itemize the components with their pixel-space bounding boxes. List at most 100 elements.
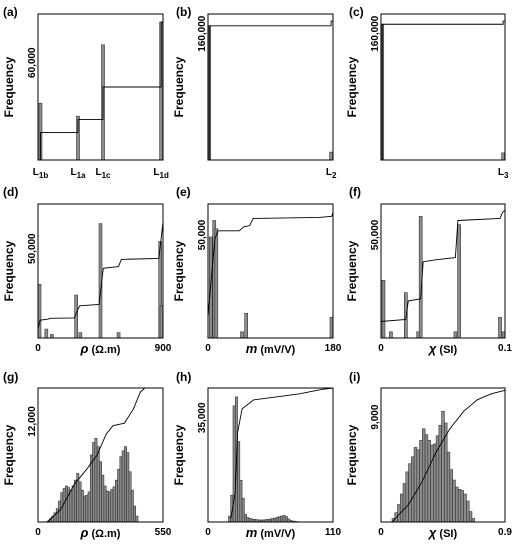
- x-axis-label: χ (SI): [427, 525, 458, 540]
- bar: [89, 454, 93, 523]
- panel-label: (i): [349, 370, 360, 384]
- x-tick-label: L1c: [95, 167, 111, 180]
- bar: [381, 279, 386, 339]
- x-tick-label-main: L: [95, 167, 101, 178]
- y-tick-label: 160,000: [370, 15, 381, 52]
- x-axis-symbol: ρ: [80, 525, 89, 540]
- bar: [452, 479, 456, 523]
- x-tick-label: 180: [325, 343, 342, 354]
- bar: [430, 444, 434, 523]
- bar: [69, 489, 73, 523]
- y-tick-label: 60,000: [27, 47, 38, 78]
- y-tick-label: 50,000: [197, 219, 208, 250]
- x-axis-label: ρ (Ω.m): [80, 341, 121, 356]
- x-tick-label: L1a: [70, 167, 86, 180]
- x-tick-label: 0.9: [498, 527, 512, 538]
- panel-label: (b): [176, 5, 191, 19]
- bar: [128, 471, 132, 523]
- bar: [273, 517, 277, 523]
- panel-e: (e) Frequency 50,000 0 180 m (mV/V): [172, 185, 342, 356]
- bar: [101, 474, 105, 523]
- bar: [501, 152, 505, 161]
- bar: [92, 442, 96, 523]
- x-axis-unit: (Ω.m): [88, 344, 120, 356]
- bar: [55, 508, 59, 523]
- cumulative-curve: [391, 389, 506, 523]
- y-axis-label: Frequency: [172, 56, 186, 117]
- bar: [112, 486, 116, 523]
- bar: [403, 292, 408, 339]
- x-tick-label: 0: [205, 343, 211, 354]
- cumulative-curve: [380, 209, 506, 322]
- cumulative-curve: [46, 387, 146, 523]
- bar: [498, 317, 502, 339]
- y-tick-label: 12,000: [27, 406, 38, 437]
- bar: [449, 469, 453, 523]
- x-tick-label: 110: [325, 527, 342, 538]
- plot-frame: [207, 203, 334, 339]
- panel-g: (g) Frequency 12,000 0 550 ρ (Ω.m): [2, 370, 172, 540]
- bar: [246, 517, 250, 523]
- bar: [99, 461, 102, 523]
- bar: [282, 515, 286, 523]
- bar: [121, 450, 125, 523]
- x-tick-label-main: L: [326, 167, 332, 178]
- bar: [74, 479, 77, 523]
- x-tick-label: 550: [155, 527, 172, 538]
- plot-frame: [380, 387, 506, 523]
- x-tick-label: 0: [378, 527, 384, 538]
- panel-label: (a): [3, 5, 18, 19]
- bar: [463, 493, 467, 523]
- x-axis-symbol: ρ: [80, 341, 89, 356]
- plot-frame: [37, 13, 164, 161]
- x-tick-label-sub: 1a: [77, 171, 86, 180]
- plot-frame: [207, 13, 334, 161]
- x-axis-label: m (mV/V): [246, 341, 296, 356]
- cumulative-curve: [207, 212, 334, 318]
- bar: [427, 440, 431, 523]
- y-axis-label: Frequency: [2, 424, 16, 485]
- panel-c: (c) Frequency 160,000 L3: [345, 5, 509, 180]
- bar: [96, 446, 100, 523]
- panel-label: (d): [3, 185, 18, 199]
- panel-i: (i) Frequency 9,000 0 0.9 χ (SI): [345, 370, 512, 540]
- bar: [124, 446, 127, 523]
- plot-frame: [37, 387, 164, 523]
- x-tick-label-main: L: [153, 167, 159, 178]
- bar: [44, 328, 49, 339]
- y-axis-label: Frequency: [172, 424, 186, 485]
- bar: [78, 481, 82, 523]
- bar: [453, 331, 458, 339]
- bar: [413, 447, 418, 523]
- bar: [110, 489, 114, 523]
- panel-label: (e): [176, 185, 191, 199]
- bar: [94, 437, 98, 523]
- bar: [471, 518, 475, 523]
- bar: [80, 489, 84, 523]
- bar: [116, 332, 121, 339]
- x-axis-unit: (mV/V): [257, 344, 295, 356]
- x-tick-label-sub: 1d: [160, 171, 169, 180]
- x-tick-label: L3: [498, 167, 509, 180]
- panel-label: (c): [349, 5, 364, 19]
- x-axis-symbol: m: [246, 525, 258, 540]
- panel-h: (h) Frequency 35,000 0 110 m (mV/V): [172, 370, 342, 540]
- bar: [241, 497, 245, 523]
- bar: [457, 489, 462, 523]
- bar: [466, 500, 470, 523]
- plot-frame: [37, 203, 164, 339]
- x-tick-label-sub: 2: [332, 171, 337, 180]
- bar: [240, 331, 244, 339]
- bar: [50, 334, 54, 339]
- bar: [408, 463, 412, 523]
- x-axis-label: m (mV/V): [246, 525, 296, 540]
- bar: [424, 434, 429, 523]
- bar: [71, 485, 75, 523]
- bar: [228, 515, 232, 523]
- x-axis-symbol: χ: [427, 341, 437, 356]
- bar: [460, 490, 464, 523]
- x-axis-unit: (SI): [436, 528, 457, 540]
- bar: [389, 331, 393, 339]
